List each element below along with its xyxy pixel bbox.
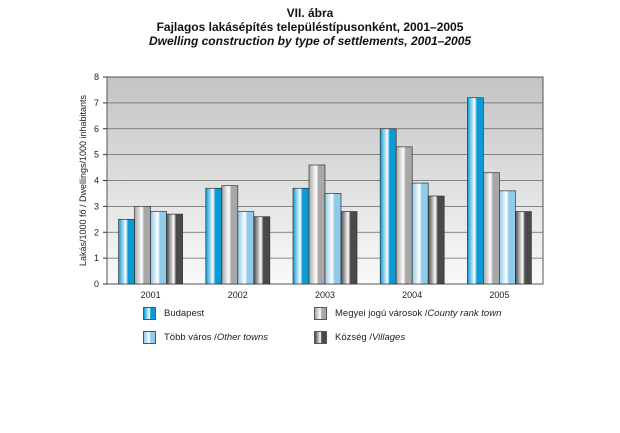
bar — [308, 164, 326, 285]
bar — [324, 193, 342, 285]
bar — [134, 206, 151, 285]
y-tick-label: 7 — [94, 98, 99, 108]
legend-swatch — [314, 307, 327, 320]
figure-number: VII. ábra — [286, 6, 334, 20]
x-tick-label: 2001 — [141, 290, 161, 300]
legend-swatch — [314, 331, 327, 344]
bar — [499, 190, 516, 285]
bar — [292, 187, 310, 285]
legend-item: Budapest — [143, 307, 204, 320]
legend-label-en: County rank town — [427, 308, 502, 319]
x-tick-label: 2005 — [489, 290, 509, 300]
y-tick-label: 0 — [94, 279, 99, 289]
bar — [150, 211, 167, 285]
bar — [253, 216, 271, 285]
y-axis-label: Lakás/1000 fő / Dwellings/1000 inhabitan… — [78, 94, 88, 266]
bar — [483, 172, 500, 285]
bar — [118, 218, 135, 285]
legend-label: Több város / — [164, 332, 217, 343]
y-tick-label: 1 — [94, 253, 99, 263]
legend-item: Több város / Other towns — [143, 331, 268, 344]
x-tick-label: 2002 — [228, 290, 248, 300]
bar — [340, 211, 358, 285]
legend-label: Megyei jogú városok / — [335, 308, 428, 319]
legend-label-en: Other towns — [216, 332, 269, 343]
legend-swatch — [143, 307, 156, 320]
y-tick-label: 4 — [94, 176, 99, 186]
bar — [379, 128, 397, 285]
bar — [427, 195, 445, 285]
bar — [166, 213, 183, 285]
chart-subtitle: Dwelling construction by type of settlem… — [148, 34, 472, 48]
legend-label: Budapest — [164, 308, 205, 319]
y-tick-label: 5 — [94, 150, 99, 160]
y-tick-label: 3 — [94, 201, 99, 211]
bar — [205, 187, 223, 285]
chart-title: Fajlagos lakásépítés településtípusonkén… — [156, 20, 464, 34]
y-tick-label: 8 — [94, 72, 99, 82]
legend-swatch — [143, 331, 156, 344]
bar — [467, 97, 484, 285]
x-tick-label: 2003 — [315, 290, 335, 300]
bar — [237, 211, 255, 285]
legend-label: Község / — [335, 332, 372, 343]
legend-item: Megyei jogú városok / County rank town — [314, 307, 501, 320]
bar — [395, 146, 413, 285]
legend-item: Község / Villages — [314, 331, 405, 344]
bar — [515, 211, 532, 285]
legend-label-en: Villages — [371, 332, 406, 343]
y-tick-label: 6 — [94, 124, 99, 134]
y-tick-label: 2 — [94, 227, 99, 237]
bar — [411, 182, 429, 285]
bar — [221, 185, 239, 285]
x-tick-label: 2004 — [402, 290, 422, 300]
